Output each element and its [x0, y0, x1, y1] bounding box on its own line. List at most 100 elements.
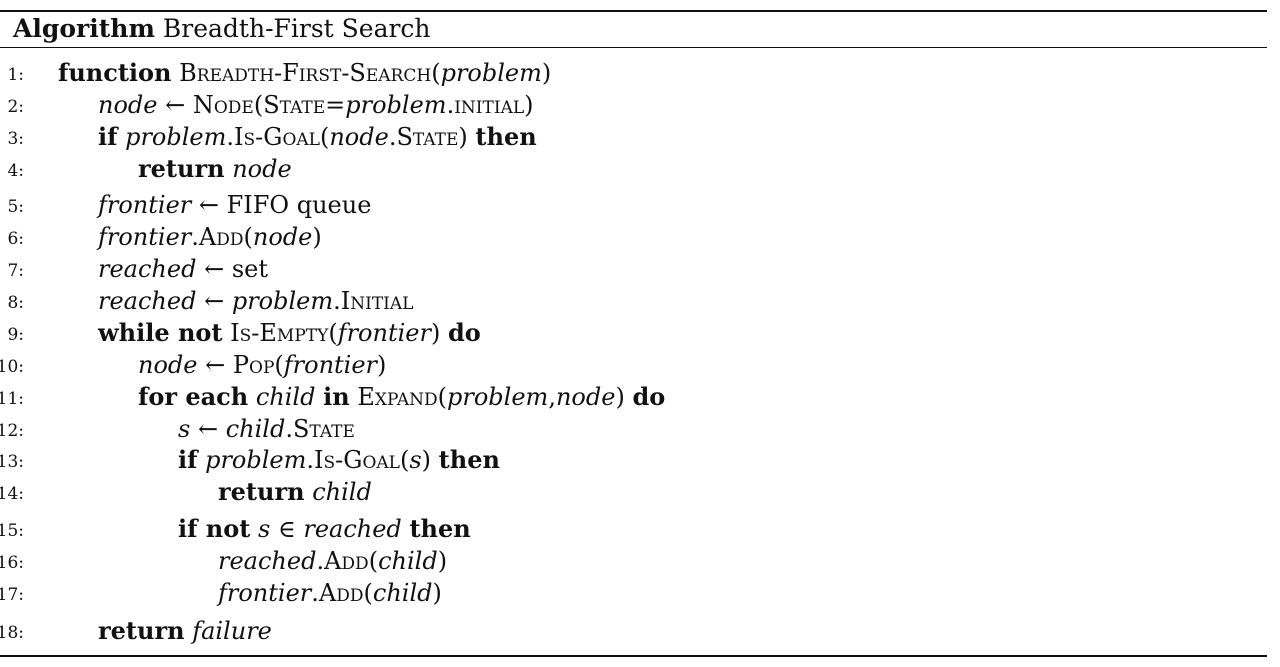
variable: failure	[192, 617, 272, 645]
keyword: for each	[138, 382, 249, 411]
keyword: return	[98, 616, 185, 645]
algorithm-line: 4: return node	[0, 154, 1260, 184]
line-code: if problem.Is-Goal(node.State) then	[98, 122, 537, 152]
algorithm-line: 17: frontier.Add(child)	[0, 578, 1260, 608]
code-text: (	[243, 223, 253, 251]
code-text: )	[377, 351, 387, 379]
algorithm-line: 9: while not Is-Empty(frontier) do	[0, 318, 1260, 348]
variable: s	[257, 515, 271, 543]
line-code: for each child in Expand(problem,node) d…	[138, 382, 665, 412]
variable: child	[312, 478, 372, 506]
line-code: s ← child.State	[178, 414, 355, 444]
code-text	[250, 515, 258, 543]
code-text: )	[312, 223, 322, 251]
algorithm-line: 8: reached ← problem.Initial	[0, 286, 1260, 316]
variable: node	[252, 223, 313, 251]
variable: problem	[125, 123, 227, 151]
line-number: 11:	[0, 389, 24, 409]
code-text: (	[431, 59, 441, 87]
code-text: .	[311, 579, 319, 607]
line-number: 17:	[0, 585, 24, 605]
line-code: return child	[218, 477, 372, 507]
caption-label: Algorithm	[13, 14, 155, 43]
code-text	[197, 446, 205, 474]
variable: frontier	[218, 579, 312, 607]
code-text	[248, 383, 256, 411]
code-text: ,	[548, 383, 556, 411]
caption-title: Breadth-First Search	[162, 14, 431, 43]
variable: node	[555, 383, 616, 411]
line-number: 7:	[7, 261, 24, 281]
variable: problem	[205, 446, 307, 474]
variable: s	[178, 415, 191, 443]
code-text: ←	[197, 351, 233, 379]
line-code: reached ← set	[98, 254, 268, 284]
line-code: return node	[138, 154, 292, 184]
line-number: 10:	[0, 357, 24, 377]
keyword: then	[438, 445, 500, 474]
algorithm-caption: Algorithm Breadth-First Search	[13, 14, 431, 44]
algorithm-line: 18: return failure	[0, 616, 1260, 646]
code-text: (	[399, 446, 410, 474]
function-name: Initial	[340, 287, 414, 315]
code-text: (	[319, 123, 330, 151]
line-code: frontier.Add(node)	[98, 222, 322, 252]
algorithm-line: 12: s ← child.State	[0, 414, 1260, 444]
variable: node	[329, 123, 389, 151]
variable: problem	[440, 59, 542, 87]
code-text: .	[191, 223, 199, 251]
code-text: (	[368, 547, 379, 575]
keyword: do	[447, 318, 481, 347]
code-text	[117, 123, 125, 151]
line-number: 1:	[7, 65, 24, 85]
variable: frontier	[337, 319, 431, 347]
variable: child	[255, 383, 316, 411]
line-number: 3:	[7, 129, 24, 149]
line-number: 6:	[7, 229, 24, 249]
variable: frontier	[98, 191, 192, 219]
code-text	[315, 383, 323, 411]
algorithm-line: 5: frontier ← FIFO queue	[0, 190, 1260, 220]
function-name: Node	[192, 91, 254, 119]
line-code: function Breadth-First-Search(problem)	[58, 58, 551, 88]
code-text: (	[363, 579, 373, 607]
keyword: in	[323, 382, 350, 411]
code-text: .	[316, 547, 325, 575]
variable: child	[378, 547, 438, 575]
keyword: if	[178, 445, 198, 474]
code-text: )	[430, 319, 448, 347]
top-rule	[0, 10, 1267, 12]
code-text: .	[285, 415, 293, 443]
line-number: 8:	[7, 293, 24, 313]
function-name: Add	[318, 579, 364, 607]
code-text: .	[333, 287, 341, 315]
code-text: .	[388, 123, 397, 151]
line-code: node ← Node(State=problem.initial)	[98, 90, 534, 120]
code-text: )	[615, 383, 633, 411]
algorithm-line: 15: if not s ∈ reached then	[0, 514, 1260, 544]
variable: reached	[98, 287, 197, 315]
line-code: reached ← problem.Initial	[98, 286, 413, 316]
function-name: Is-Empty	[230, 319, 329, 347]
algorithm-line: 6: frontier.Add(node)	[0, 222, 1260, 252]
line-number: 5:	[7, 197, 24, 217]
variable: node	[98, 91, 158, 119]
code-text: (	[253, 91, 264, 119]
keyword: then	[409, 514, 471, 543]
algorithm-line: 11: for each child in Expand(problem,node…	[0, 382, 1260, 412]
keyword: return	[218, 477, 305, 506]
line-number: 15:	[0, 521, 24, 541]
function-name: Breadth-First-Search	[179, 59, 432, 87]
variable: child	[372, 579, 433, 607]
line-code: reached.Add(child)	[218, 546, 447, 576]
code-text: ← FIFO queue	[191, 191, 372, 219]
line-number: 12:	[0, 421, 24, 441]
keyword: while not	[98, 318, 223, 347]
algorithm-line: 14: return child	[0, 477, 1260, 507]
keyword: if not	[178, 514, 251, 543]
variable: child	[225, 415, 286, 443]
line-code: frontier ← FIFO queue	[98, 190, 371, 220]
variable: frontier	[283, 351, 378, 379]
line-number: 18:	[0, 623, 24, 643]
line-number: 2:	[7, 97, 24, 117]
